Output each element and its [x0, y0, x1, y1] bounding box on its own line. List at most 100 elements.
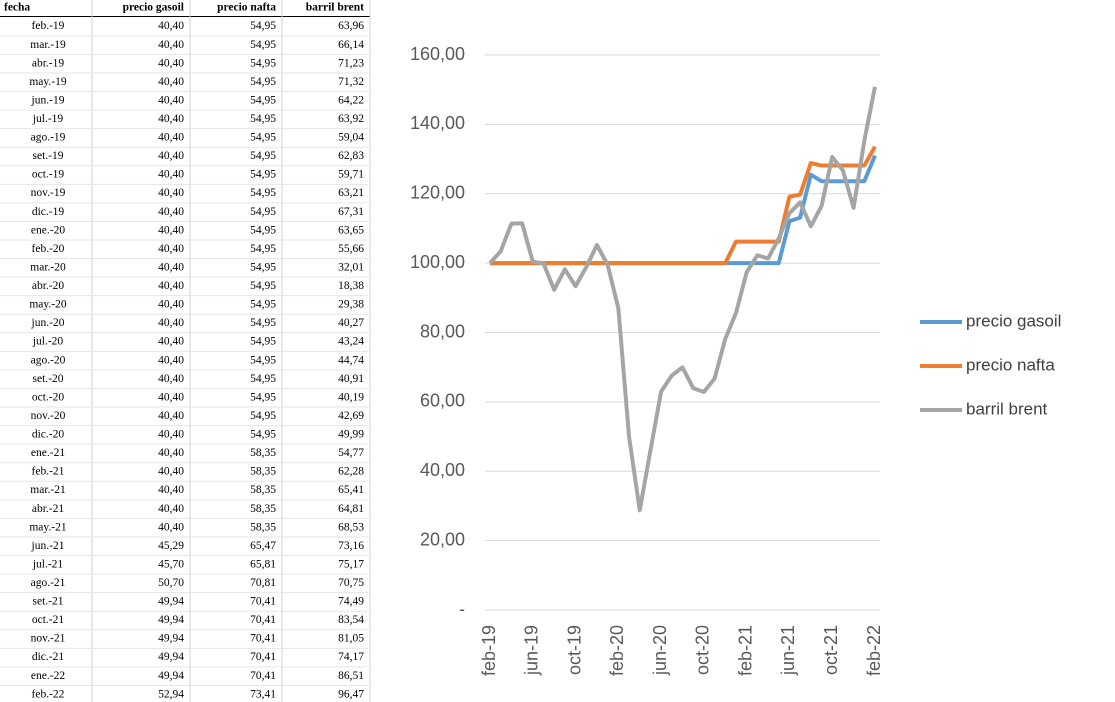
table-cell: 49,94 — [158, 614, 184, 626]
table-cell: 40,40 — [158, 243, 184, 255]
table-cell: 54,95 — [250, 317, 276, 329]
table-cell: 40,40 — [158, 354, 184, 366]
table-cell: 63,65 — [338, 224, 364, 236]
y-tick-label: 160,00 — [410, 44, 465, 64]
table-cell: 70,41 — [250, 651, 276, 663]
table-cell: 40,40 — [158, 113, 184, 125]
table-cell: 40,27 — [338, 317, 364, 329]
table-cell: 67,31 — [338, 206, 364, 218]
table-cell: 70,41 — [250, 614, 276, 626]
table-cell: 59,04 — [338, 132, 364, 144]
table-cell: jun.-21 — [31, 540, 65, 552]
table-cell: ago.-21 — [31, 577, 66, 589]
table-cell: 40,91 — [338, 373, 364, 385]
table-cell: 58,35 — [250, 503, 276, 515]
table-cell: 50,70 — [158, 577, 184, 589]
table-cell: 40,40 — [158, 224, 184, 236]
table-cell: 58,35 — [250, 484, 276, 496]
x-tick-label: feb-20 — [607, 625, 627, 676]
table-cell: 40,40 — [158, 206, 184, 218]
table-cell: 40,40 — [158, 373, 184, 385]
table-cell: feb.-20 — [32, 243, 65, 255]
table-cell: set.-20 — [33, 373, 64, 385]
table-cell: 54,95 — [250, 261, 276, 273]
table-cell: 54,95 — [250, 150, 276, 162]
table-cell: 52,94 — [158, 688, 184, 700]
table-cell: 40,40 — [158, 466, 184, 478]
table-cell: 71,23 — [338, 57, 364, 69]
y-tick-label: 140,00 — [410, 113, 465, 133]
table-cell: ago.-19 — [31, 132, 66, 144]
table-cell: 54,95 — [250, 187, 276, 199]
table-cell: 40,40 — [158, 39, 184, 51]
legend-label: precio nafta — [966, 355, 1055, 374]
table-cell: 49,94 — [158, 651, 184, 663]
y-tick-label: 60,00 — [420, 391, 465, 411]
table-header: barril brent — [306, 2, 364, 14]
table-cell: 49,99 — [338, 429, 364, 441]
table-cell: 40,40 — [158, 169, 184, 181]
table-cell: 64,22 — [338, 94, 364, 106]
table-cell: 45,70 — [158, 558, 184, 570]
table-cell: jun.-19 — [31, 94, 65, 106]
table-cell: 49,94 — [158, 596, 184, 608]
table-cell: 40,40 — [158, 410, 184, 422]
x-tick-label: oct-21 — [821, 625, 841, 675]
table-cell: 70,41 — [250, 596, 276, 608]
table-cell: may.-20 — [29, 299, 67, 311]
table-cell: abr.-19 — [32, 57, 65, 69]
table-cell: mar.-19 — [30, 39, 66, 51]
table-cell: 40,40 — [158, 150, 184, 162]
table-cell: 54,95 — [250, 132, 276, 144]
table-cell: 54,95 — [250, 429, 276, 441]
x-tick-label: jun-19 — [522, 625, 542, 676]
table-cell: 59,71 — [338, 169, 364, 181]
table-cell: jun.-20 — [31, 317, 65, 329]
table-cell: 54,95 — [250, 354, 276, 366]
table-cell: 54,95 — [250, 243, 276, 255]
table-cell: 32,01 — [338, 261, 364, 273]
x-tick-label: oct-19 — [564, 625, 584, 675]
table-cell: 40,40 — [158, 280, 184, 292]
table-cell: 29,38 — [338, 299, 364, 311]
x-tick-label: feb-19 — [479, 625, 499, 676]
table-cell: dic.-19 — [32, 206, 65, 218]
table-cell: 54,95 — [250, 206, 276, 218]
table-cell: 49,94 — [158, 633, 184, 645]
table-cell: 63,96 — [338, 20, 364, 32]
table-cell: 40,40 — [158, 299, 184, 311]
table-header: precio nafta — [217, 2, 276, 14]
table-cell: set.-21 — [33, 596, 64, 608]
x-tick-label: jun-20 — [650, 625, 670, 676]
table-cell: 54,95 — [250, 39, 276, 51]
table-cell: 83,54 — [338, 614, 364, 626]
table-cell: mar.-20 — [30, 261, 66, 273]
legend-label: precio gasoil — [966, 311, 1061, 330]
table-cell: 86,51 — [338, 670, 364, 682]
table-cell: 65,81 — [250, 558, 276, 570]
table-cell: oct.-20 — [32, 391, 65, 403]
y-tick-label: 20,00 — [420, 529, 465, 549]
table-cell: 40,40 — [158, 20, 184, 32]
table-cell: 66,14 — [338, 39, 364, 51]
x-tick-label: feb-21 — [735, 625, 755, 676]
table-cell: 55,66 — [338, 243, 364, 255]
table-cell: dic.-20 — [32, 429, 65, 441]
table-cell: 68,53 — [338, 521, 364, 533]
table-cell: 96,47 — [338, 688, 364, 700]
table-cell: 40,40 — [158, 429, 184, 441]
table-cell: abr.-21 — [32, 503, 65, 515]
table-cell: 43,24 — [338, 336, 364, 348]
table-cell: jul.-19 — [32, 113, 64, 125]
table-cell: 54,95 — [250, 373, 276, 385]
table-cell: 74,17 — [338, 651, 364, 663]
x-tick-label: jun-21 — [778, 625, 798, 676]
table-cell: 40,40 — [158, 484, 184, 496]
table-cell: 71,32 — [338, 76, 364, 88]
table-cell: abr.-20 — [32, 280, 65, 292]
table-cell: 40,19 — [338, 391, 364, 403]
legend-label: barril brent — [966, 399, 1048, 418]
table-cell: nov.-20 — [31, 410, 66, 422]
table-header: precio gasoil — [123, 2, 184, 14]
